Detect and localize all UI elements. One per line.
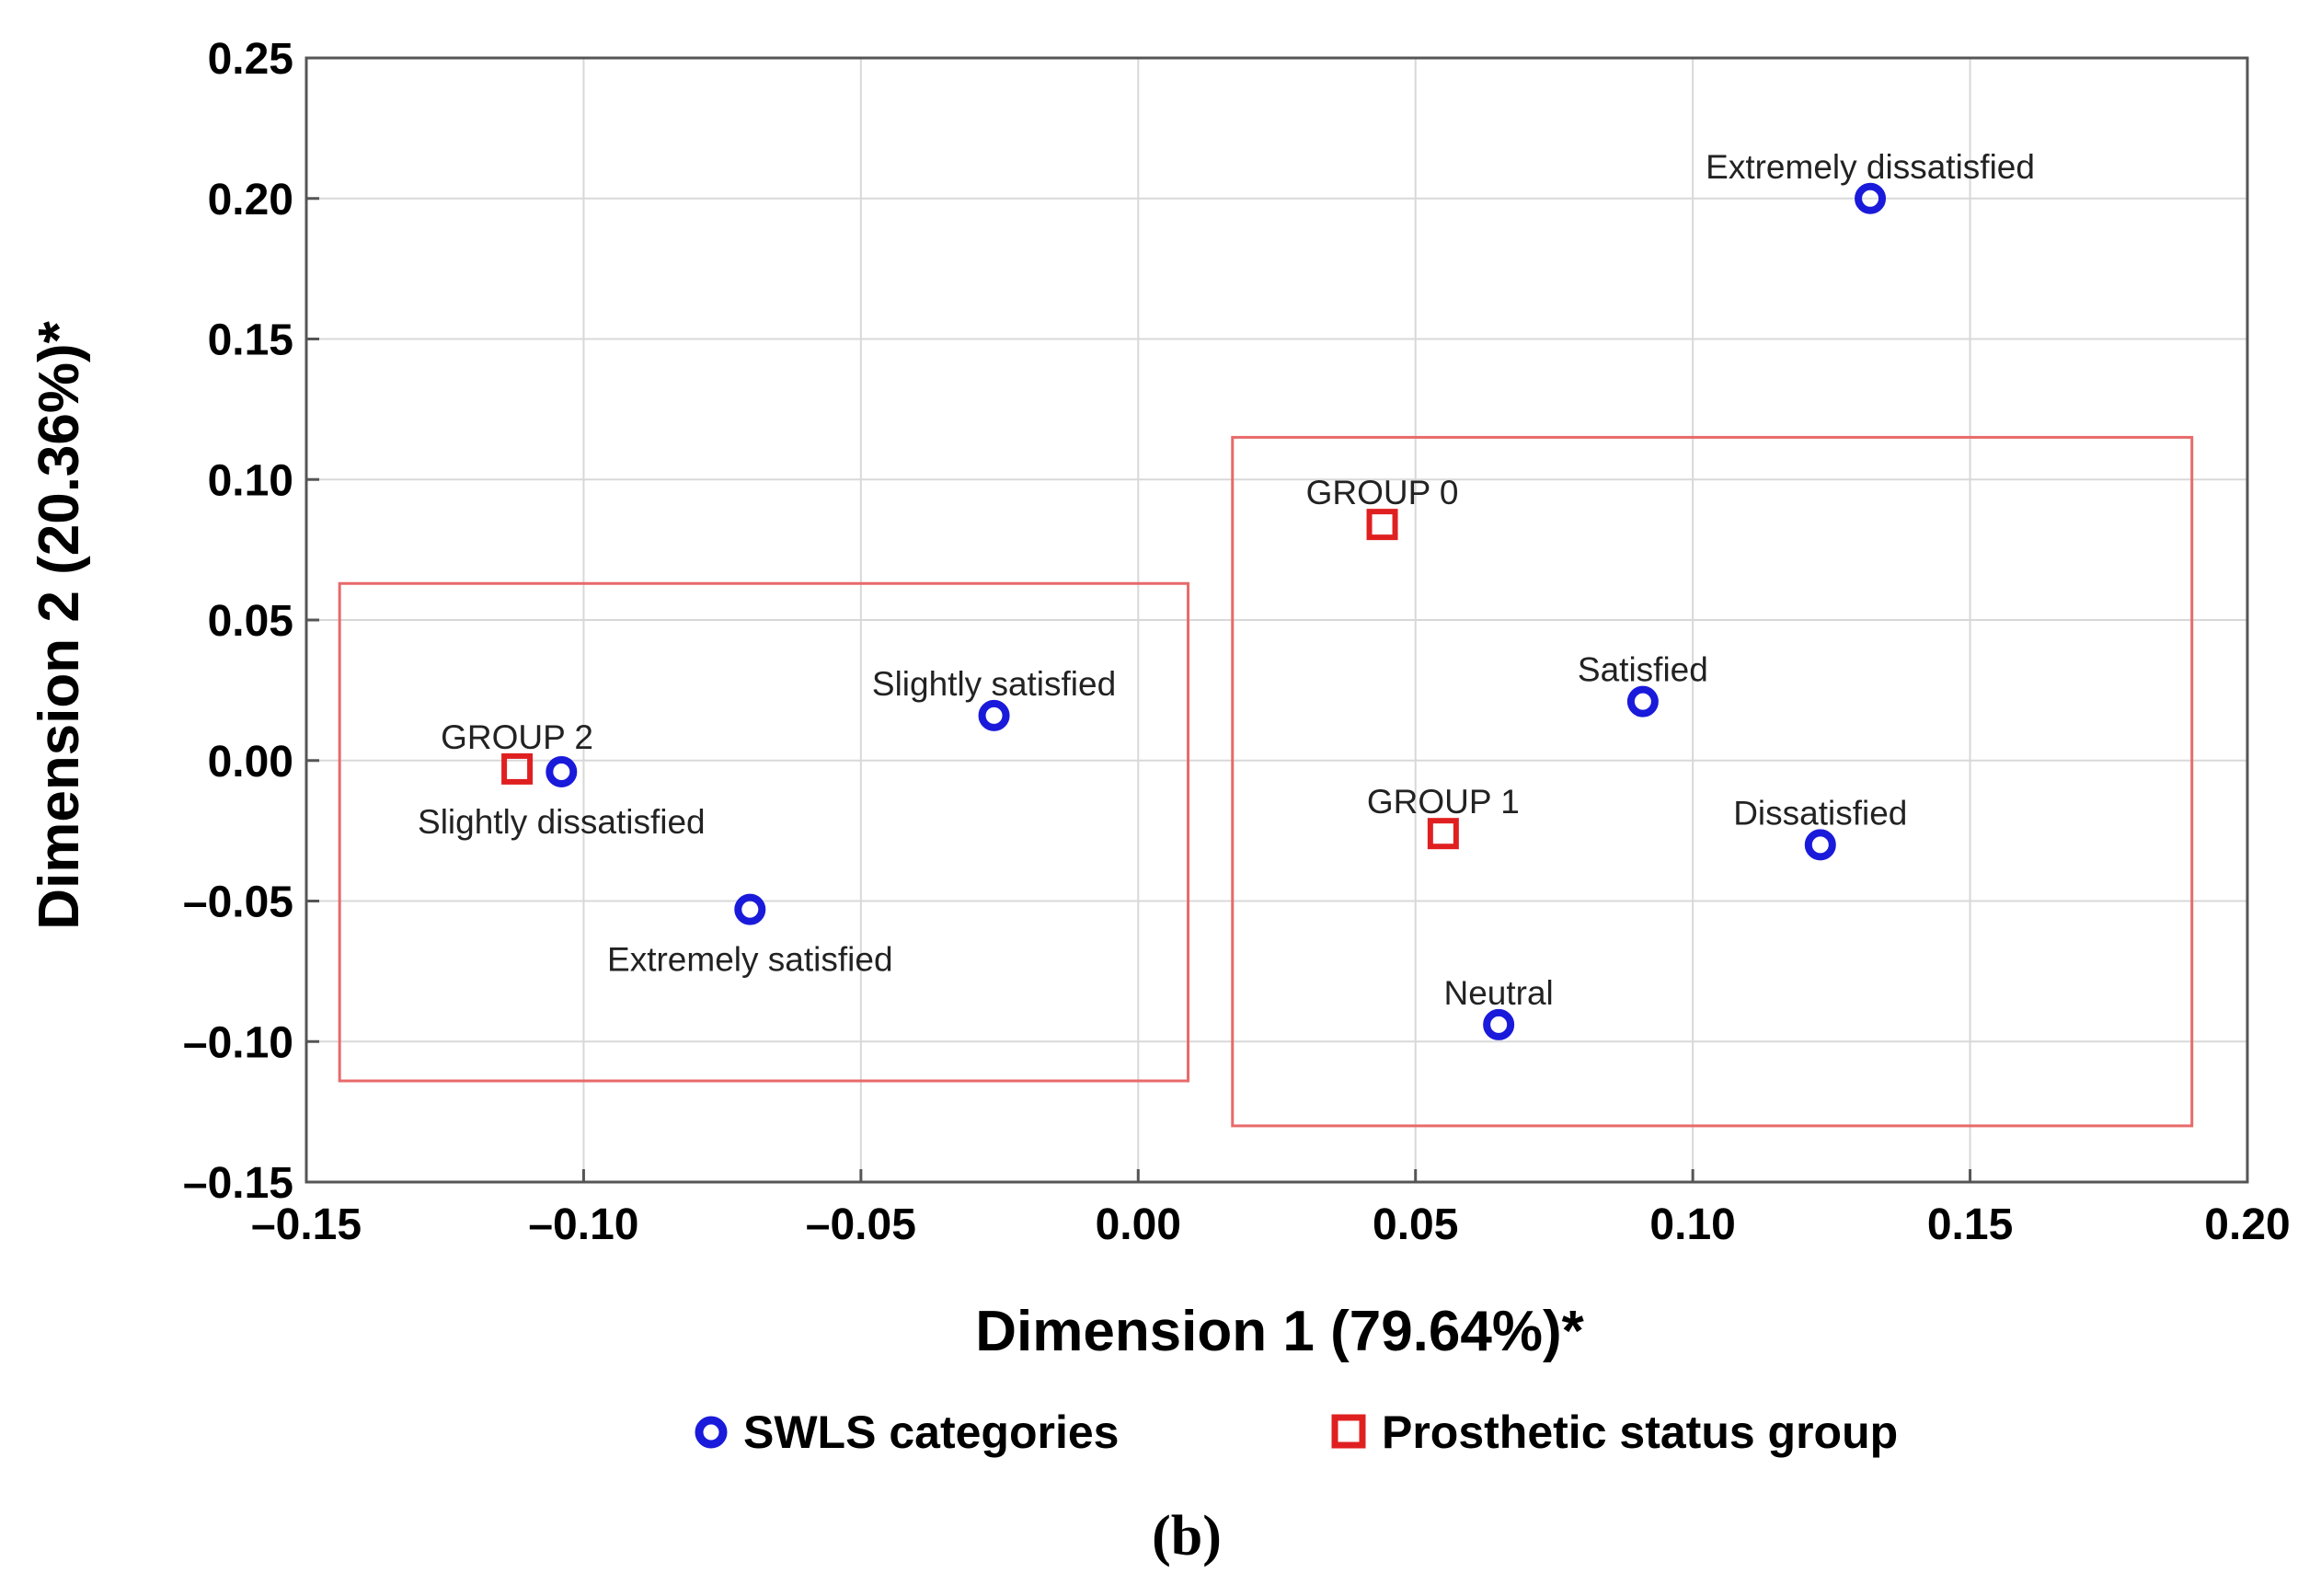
x-tick-label: 0.05 <box>1373 1200 1458 1249</box>
x-tick-label: –0.05 <box>806 1200 916 1249</box>
y-tick-label: –0.05 <box>183 878 293 927</box>
group-point <box>1366 509 1398 541</box>
legend-label-swls: SWLS categories <box>743 1407 1119 1458</box>
x-tick-label: 0.00 <box>1096 1200 1181 1249</box>
x-tick-label: –0.15 <box>251 1200 362 1249</box>
x-axis-ticks: –0.15 –0.10 –0.05 0.00 0.05 0.10 0.15 0.20 <box>251 1169 2291 1249</box>
point-label: Neutral <box>1444 974 1554 1012</box>
point-label: Dissatisfied <box>1733 794 1907 832</box>
cluster-box-left-cluster <box>338 581 1190 1083</box>
point-label: GROUP 1 <box>1367 783 1520 821</box>
legend: SWLS categories Prosthetic status group <box>695 1407 1898 1458</box>
swls-point <box>734 893 766 925</box>
swls-point <box>546 755 578 787</box>
y-tick-label: –0.15 <box>183 1159 293 1208</box>
point-label: Slightly satisfied <box>872 665 1116 703</box>
y-tick-label: 0.20 <box>208 176 293 224</box>
y-axis-title: Dimension 2 (20.36%)* <box>28 320 91 929</box>
x-axis-title: Dimension 1 (79.64%)* <box>975 1300 1584 1363</box>
y-tick-label: 0.05 <box>208 597 293 646</box>
point-label: Satisfied <box>1578 651 1708 689</box>
y-tick-label: 0.25 <box>208 35 293 84</box>
point-label: Slightly dissatisfied <box>418 803 706 841</box>
x-tick-label: 0.10 <box>1649 1200 1735 1249</box>
swls-point <box>1804 829 1836 861</box>
legend-square-marker <box>1331 1414 1366 1449</box>
group-point <box>501 752 534 785</box>
cluster-boxes <box>338 435 2194 1128</box>
point-label: GROUP 2 <box>441 718 593 756</box>
swls-point <box>1483 1008 1515 1040</box>
x-tick-label: 0.15 <box>1927 1200 2013 1249</box>
y-tick-label: 0.10 <box>208 456 293 505</box>
data-points: Extremely dissatisfied Satisfied Slightly … <box>418 148 2035 1040</box>
panel-label: (b) <box>1152 1505 1222 1567</box>
swls-point <box>1855 182 1887 214</box>
y-tick-label: –0.10 <box>183 1018 293 1067</box>
legend-circle-marker <box>695 1416 728 1449</box>
x-tick-label: 0.20 <box>2204 1200 2290 1249</box>
y-tick-label: 0.00 <box>208 738 293 787</box>
cluster-box-right-cluster <box>1231 435 2194 1128</box>
point-label: GROUP 0 <box>1306 474 1459 511</box>
group-point <box>1427 818 1459 850</box>
grid-lines <box>305 57 2248 1183</box>
swls-point <box>978 699 1010 731</box>
x-tick-label: –0.10 <box>528 1200 638 1249</box>
y-tick-label: 0.15 <box>208 316 293 365</box>
point-label: Extremely dissatisfied <box>1706 148 2035 186</box>
point-label: Extremely satisfied <box>607 941 893 979</box>
y-axis-ticks: –0.15 –0.10 –0.05 0.00 0.05 0.10 0.15 0.20 0.25 <box>183 35 319 1208</box>
legend-label-prosthetic: Prosthetic status group <box>1382 1407 1898 1458</box>
swls-point <box>1626 685 1659 718</box>
